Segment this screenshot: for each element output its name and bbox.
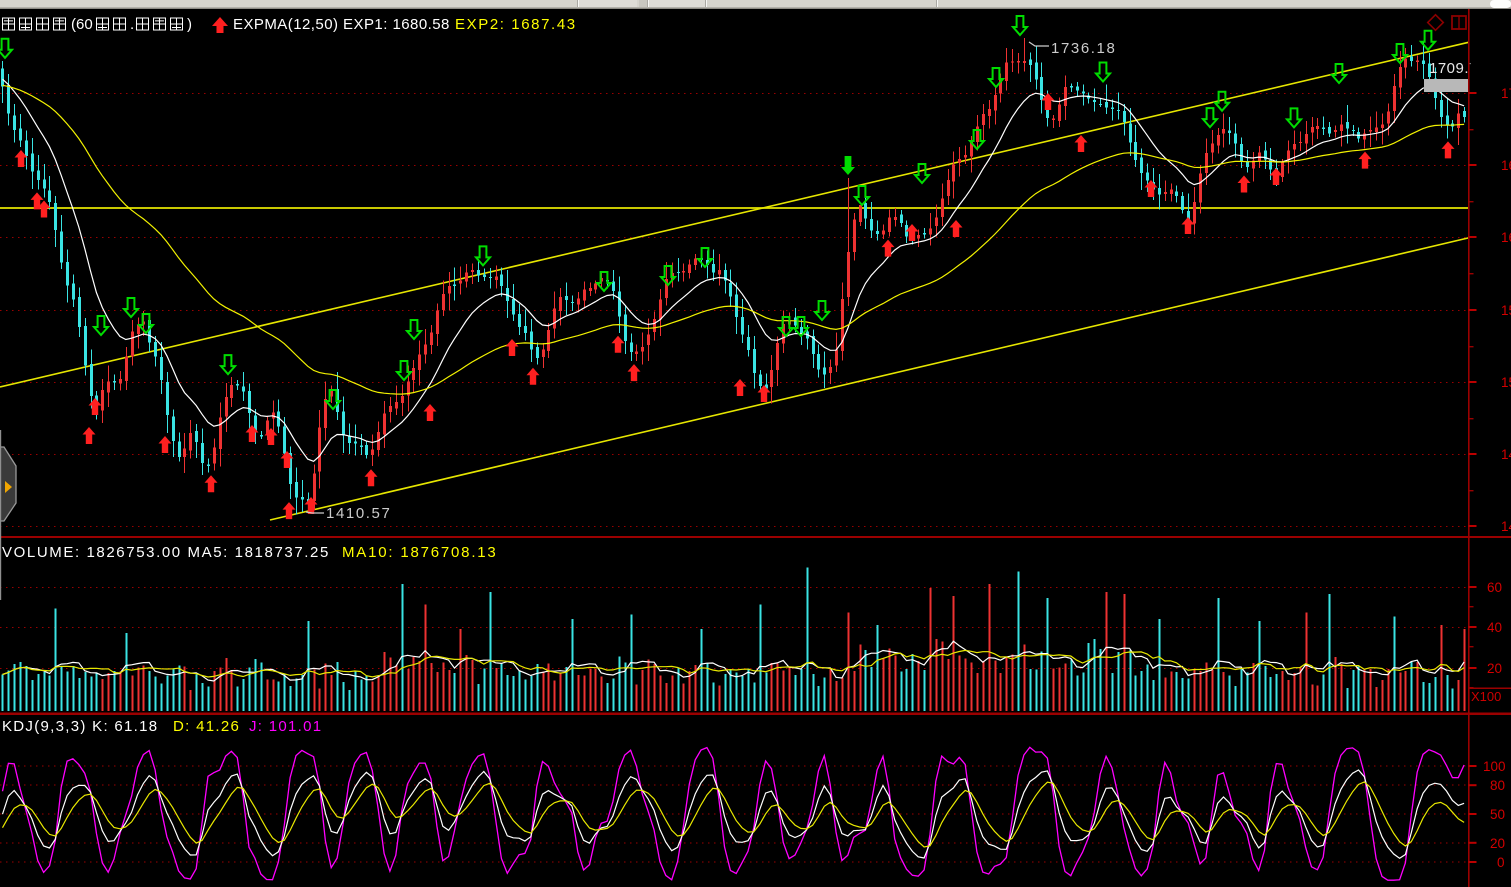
svg-text:1400: 1400 [1501,519,1511,534]
svg-text:EXPMA(12,50) EXP1: 1680.58: EXPMA(12,50) EXP1: 1680.58 [233,16,450,33]
svg-text:X100: X100 [1471,689,1501,704]
svg-text:.: . [130,16,134,33]
svg-text:1608: 1608 [1501,230,1511,245]
svg-text:40: 40 [1487,620,1502,635]
svg-text:1712: 1712 [1501,86,1511,101]
svg-text:1556: 1556 [1501,303,1511,318]
svg-text:20: 20 [1490,836,1505,851]
svg-text:1736.18: 1736.18 [1051,40,1116,57]
svg-text:1410.57: 1410.57 [326,505,391,522]
svg-text:MA10: 1876708.13: MA10: 1876708.13 [342,544,498,561]
svg-text:50: 50 [1490,807,1505,822]
svg-text:): ) [187,16,192,33]
svg-text:1660: 1660 [1501,158,1511,173]
svg-text:20: 20 [1487,661,1502,676]
svg-text:100: 100 [1483,759,1506,774]
svg-text:D: 41.26: D: 41.26 [173,718,240,735]
svg-text:1504: 1504 [1501,375,1511,390]
svg-text:EXP2: 1687.43: EXP2: 1687.43 [455,16,577,33]
svg-text:KDJ(9,3,3) K: 61.18: KDJ(9,3,3) K: 61.18 [2,718,158,735]
svg-text:VOLUME: 1826753.00 MA5: 18187: VOLUME: 1826753.00 MA5: 1818737.25 [2,544,330,561]
svg-text:(60: (60 [71,16,93,33]
svg-text:1452: 1452 [1501,447,1511,462]
svg-text:0: 0 [1497,855,1505,870]
svg-text:80: 80 [1490,778,1505,793]
svg-text:60: 60 [1487,580,1502,595]
svg-text:1709.73: 1709.73 [1429,60,1487,77]
svg-text:J: 101.01: J: 101.01 [249,718,322,735]
